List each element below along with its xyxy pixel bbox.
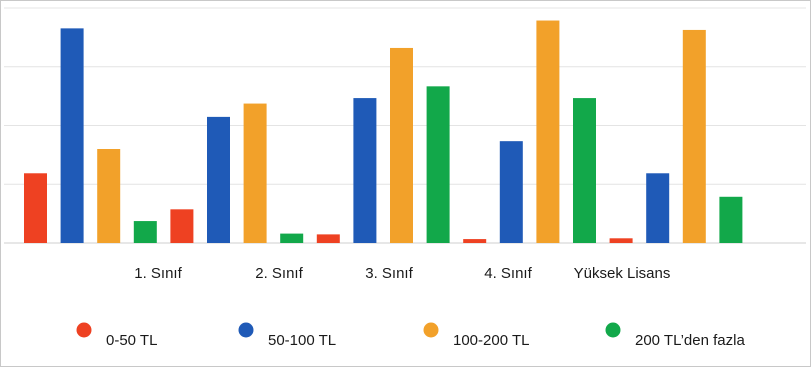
- bar-4-series-1: [463, 239, 487, 243]
- legend-marker: [605, 322, 621, 338]
- bar-5-series-3: [682, 29, 706, 243]
- bar-5-series-2: [646, 173, 670, 243]
- legend-label: 0-50 TL: [106, 332, 157, 349]
- legend-label: 200 TL’den fazla: [635, 332, 745, 349]
- bar-3-series-2: [353, 98, 377, 243]
- legend-marker: [423, 322, 439, 338]
- x-tick-label: 2. Sınıf: [255, 265, 303, 282]
- bar-1-series-4: [133, 221, 157, 243]
- bar-2-series-1: [170, 209, 194, 243]
- legend-marker: [76, 322, 92, 338]
- bar-1-series-2: [60, 28, 84, 243]
- bar-3-series-1: [316, 234, 340, 243]
- bar-5-series-4: [719, 196, 743, 243]
- bar-1-series-3: [97, 149, 121, 243]
- bars: [24, 20, 743, 244]
- bar-3-series-3: [390, 47, 413, 244]
- legend-label: 50-100 TL: [268, 332, 336, 349]
- legend-label: 100-200 TL: [453, 332, 529, 349]
- bar-5-series-1: [609, 238, 633, 243]
- legend: 0-50 TL 50-100 TL 100-200 TL 200 TL’den faz…: [76, 322, 745, 349]
- x-axis-tick-labels: 1. Sınıf 2. Sınıf 3. Sınıf 4. Sınıf Yüksek L…: [134, 265, 670, 282]
- bar-2-series-3: [243, 103, 267, 243]
- bar-2-series-4: [280, 233, 304, 243]
- x-tick-label: 3. Sınıf: [365, 265, 413, 282]
- x-tick-label: Yüksek Lisans: [574, 265, 671, 282]
- bar-2-series-2: [207, 116, 230, 243]
- bar-4-series-2: [499, 141, 523, 243]
- x-tick-label: 1. Sınıf: [134, 265, 182, 282]
- x-tick-label: 4. Sınıf: [484, 265, 532, 282]
- legend-marker: [238, 322, 254, 338]
- bar-3-series-4: [426, 86, 450, 243]
- bar-4-series-4: [573, 98, 596, 243]
- bar-1-series-1: [24, 173, 47, 243]
- bar-4-series-3: [536, 20, 560, 244]
